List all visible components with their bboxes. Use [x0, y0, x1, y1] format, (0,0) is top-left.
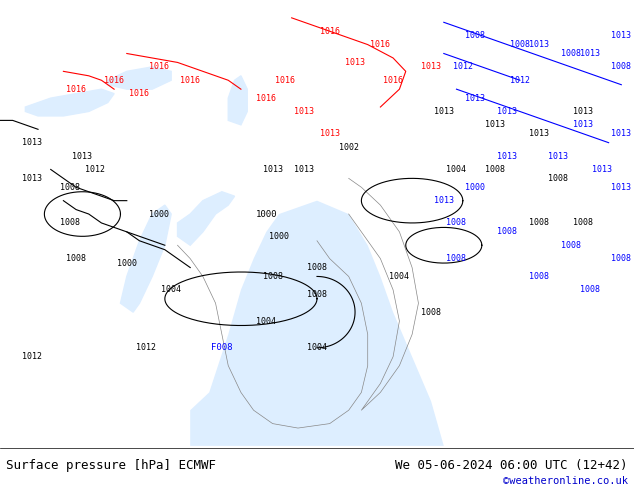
Text: 1000: 1000 — [148, 210, 169, 219]
Text: 1004: 1004 — [446, 165, 467, 174]
Text: 1008: 1008 — [548, 174, 568, 183]
Text: F008: F008 — [211, 343, 233, 352]
Text: 1016: 1016 — [256, 94, 276, 102]
Text: 1008: 1008 — [66, 254, 86, 263]
Text: 1013: 1013 — [262, 165, 283, 174]
Text: 1013: 1013 — [579, 49, 600, 58]
Text: 1013: 1013 — [345, 58, 365, 67]
Text: 1013: 1013 — [22, 174, 42, 183]
Text: We 05-06-2024 06:00 UTC (12+42): We 05-06-2024 06:00 UTC (12+42) — [395, 459, 628, 472]
Text: 1000: 1000 — [256, 210, 277, 219]
Text: 1013: 1013 — [611, 129, 631, 138]
Text: 1013: 1013 — [573, 121, 593, 129]
Text: 1013: 1013 — [592, 165, 612, 174]
Text: 1013: 1013 — [497, 107, 517, 116]
Text: 1008: 1008 — [465, 31, 486, 40]
Text: 1004: 1004 — [307, 343, 327, 352]
Text: 1008: 1008 — [307, 263, 327, 272]
Text: 1008: 1008 — [446, 219, 467, 227]
Text: 1000: 1000 — [117, 259, 137, 268]
Text: 1013: 1013 — [434, 196, 454, 205]
Text: 1008: 1008 — [560, 241, 581, 250]
Text: 1016: 1016 — [275, 76, 295, 85]
Polygon shape — [178, 192, 235, 245]
Text: 1013: 1013 — [294, 165, 314, 174]
Text: 1016: 1016 — [370, 40, 391, 49]
Text: 1013: 1013 — [529, 40, 549, 49]
Text: 1012: 1012 — [510, 76, 530, 85]
Text: 1008: 1008 — [611, 62, 631, 72]
Text: 1008: 1008 — [510, 40, 530, 49]
Text: 1016: 1016 — [104, 76, 124, 85]
Text: ©weatheronline.co.uk: ©weatheronline.co.uk — [503, 476, 628, 487]
Text: 1016: 1016 — [320, 27, 340, 36]
Text: 1008: 1008 — [579, 285, 600, 294]
Text: 1013: 1013 — [497, 151, 517, 161]
Text: 1013: 1013 — [529, 129, 549, 138]
Text: 1008: 1008 — [262, 272, 283, 281]
Text: 1008: 1008 — [497, 227, 517, 236]
Text: 1013: 1013 — [22, 138, 42, 147]
Text: 1008: 1008 — [529, 272, 549, 281]
Text: 1008: 1008 — [307, 290, 327, 299]
Text: 1004: 1004 — [256, 317, 276, 325]
Text: 1013: 1013 — [484, 121, 505, 129]
Text: 1013: 1013 — [72, 151, 93, 161]
Text: 1016: 1016 — [66, 85, 86, 94]
Text: 1008: 1008 — [484, 165, 505, 174]
Polygon shape — [228, 76, 247, 125]
Text: 1013: 1013 — [320, 129, 340, 138]
Polygon shape — [120, 205, 171, 312]
Text: 1004: 1004 — [389, 272, 410, 281]
Text: 1013: 1013 — [611, 183, 631, 192]
Text: 1012: 1012 — [85, 165, 105, 174]
Text: 1008: 1008 — [560, 49, 581, 58]
Text: 1016: 1016 — [383, 76, 403, 85]
Polygon shape — [25, 89, 114, 116]
Text: 1000: 1000 — [269, 232, 289, 241]
Text: 1016: 1016 — [180, 76, 200, 85]
Polygon shape — [108, 67, 171, 89]
Text: 1008: 1008 — [60, 183, 80, 192]
Text: 1008: 1008 — [421, 308, 441, 317]
Text: 1008: 1008 — [60, 219, 80, 227]
Text: 1013: 1013 — [548, 151, 568, 161]
Text: 1008: 1008 — [573, 219, 593, 227]
Text: 1012: 1012 — [22, 352, 42, 361]
Text: 1013: 1013 — [421, 62, 441, 72]
Text: 1013: 1013 — [465, 94, 486, 102]
Text: 1008: 1008 — [611, 254, 631, 263]
Text: 1013: 1013 — [294, 107, 314, 116]
Text: 1008: 1008 — [529, 219, 549, 227]
Text: 1002: 1002 — [339, 143, 359, 151]
Text: 1004: 1004 — [161, 285, 181, 294]
Text: 1016: 1016 — [129, 89, 150, 98]
Text: 1016: 1016 — [148, 62, 169, 72]
Text: 1000: 1000 — [465, 183, 486, 192]
Text: 1013: 1013 — [434, 107, 454, 116]
Text: 1013: 1013 — [573, 107, 593, 116]
Text: 1013: 1013 — [611, 31, 631, 40]
Text: 1008: 1008 — [446, 254, 467, 263]
Text: Surface pressure [hPa] ECMWF: Surface pressure [hPa] ECMWF — [6, 459, 216, 472]
Text: 1012: 1012 — [453, 62, 473, 72]
Text: 1012: 1012 — [136, 343, 156, 352]
